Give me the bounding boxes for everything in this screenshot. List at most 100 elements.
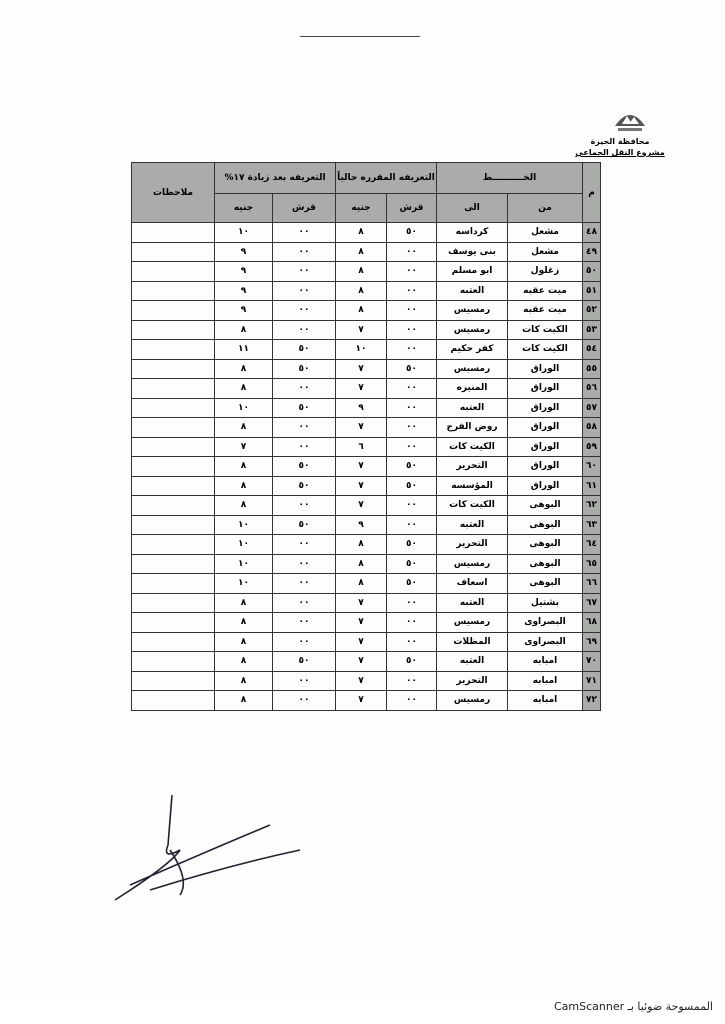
line-from: مشعل	[507, 222, 583, 243]
scan-edge-line	[300, 36, 420, 37]
new-pound: ٨	[214, 631, 273, 652]
row-number: ٥٣	[582, 319, 601, 340]
line-from: امبابه	[507, 670, 583, 691]
row-number: ٥٢	[582, 300, 601, 321]
table-row: ٤٩ مشعل بنى يوسف ٠٠ ٨ ٠٠ ٩	[131, 241, 601, 262]
table-row: ٦٢ البوهى الكيت كات ٠٠ ٧ ٠٠ ٨	[131, 495, 601, 516]
table-row: ٥٩ الوراق الكيت كات ٠٠ ٦ ٠٠ ٧	[131, 436, 601, 457]
line-to: رمسيس	[436, 612, 508, 633]
notes-cell	[131, 495, 215, 516]
line-to: العتبه	[436, 397, 508, 418]
signature	[114, 794, 301, 901]
line-to: التحرير	[436, 534, 508, 555]
current-piaster: ٥٠	[386, 456, 437, 477]
row-number: ٥٤	[582, 339, 601, 360]
current-pound: ٧	[335, 378, 387, 399]
new-piaster: ٥٠	[272, 456, 336, 477]
row-number: ٧٢	[582, 690, 601, 711]
line-to: العتبه	[436, 651, 508, 672]
notes-cell	[131, 690, 215, 711]
line-to: العتبه	[436, 592, 508, 613]
current-piaster: ٠٠	[386, 612, 437, 633]
row-number: ٤٨	[582, 222, 601, 243]
current-pound: ٧	[335, 495, 387, 516]
current-piaster: ٠٠	[386, 378, 437, 399]
current-pound: ٨	[335, 222, 387, 243]
current-piaster: ٠٠	[386, 631, 437, 652]
fare-table: م الخــــــــــط التعريفه المقرره حالياً…	[131, 162, 601, 711]
table-row: ٥٢ ميت عقبه رمسيس ٠٠ ٨ ٠٠ ٩	[131, 300, 601, 321]
line-from: امبابه	[507, 690, 583, 711]
current-piaster: ٠٠	[386, 417, 437, 438]
new-pound: ١١	[214, 339, 273, 360]
row-number: ٥٥	[582, 358, 601, 379]
current-piaster: ٠٠	[386, 592, 437, 613]
notes-cell	[131, 670, 215, 691]
table-row: ٥٥ الوراق رمسيس ٥٠ ٧ ٥٠ ٨	[131, 358, 601, 379]
new-piaster: ٠٠	[272, 534, 336, 555]
new-piaster: ٠٠	[272, 670, 336, 691]
header-new-pound: جنيه	[214, 193, 273, 223]
row-number: ٦٦	[582, 573, 601, 594]
line-from: البوهى	[507, 573, 583, 594]
table-row: ٧٠ امبابه العتبه ٥٠ ٧ ٥٠ ٨	[131, 651, 601, 672]
notes-cell	[131, 417, 215, 438]
table-row: ٦٧ بشتيل العتبه ٠٠ ٧ ٠٠ ٨	[131, 592, 601, 613]
row-number: ٦٤	[582, 534, 601, 555]
line-from: الوراق	[507, 436, 583, 457]
row-number: ٦١	[582, 475, 601, 496]
line-to: الكيت كات	[436, 495, 508, 516]
new-pound: ٨	[214, 690, 273, 711]
new-pound: ٩	[214, 261, 273, 282]
line-to: اسعاف	[436, 573, 508, 594]
line-to: المؤسسه	[436, 475, 508, 496]
line-from: الكيت كات	[507, 339, 583, 360]
row-number: ٥٦	[582, 378, 601, 399]
notes-cell	[131, 280, 215, 301]
new-piaster: ٠٠	[272, 241, 336, 262]
new-piaster: ٥٠	[272, 514, 336, 535]
line-from: الوراق	[507, 456, 583, 477]
notes-cell	[131, 436, 215, 457]
line-from: البوهى	[507, 553, 583, 574]
current-pound: ٨	[335, 280, 387, 301]
new-piaster: ٠٠	[272, 690, 336, 711]
new-piaster: ٠٠	[272, 553, 336, 574]
table-row: ٦١ الوراق المؤسسه ٥٠ ٧ ٥٠ ٨	[131, 475, 601, 496]
current-pound: ٧	[335, 417, 387, 438]
current-pound: ٨	[335, 553, 387, 574]
new-piaster: ٥٠	[272, 397, 336, 418]
line-from: امبابه	[507, 651, 583, 672]
notes-cell	[131, 241, 215, 262]
new-pound: ١٠	[214, 553, 273, 574]
notes-cell	[131, 261, 215, 282]
table-row: ٦٥ البوهى رمسيس ٥٠ ٨ ٠٠ ١٠	[131, 553, 601, 574]
project-name: مشروع النقل الجماعي	[575, 148, 665, 157]
line-from: ميت عقبه	[507, 300, 583, 321]
row-number: ٦٢	[582, 495, 601, 516]
new-pound: ٧	[214, 436, 273, 457]
camscanner-watermark: الممسوحة ضوئيا بـ CamScanner	[553, 1000, 713, 1013]
line-from: البوهى	[507, 495, 583, 516]
current-pound: ٨	[335, 534, 387, 555]
current-piaster: ٠٠	[386, 319, 437, 340]
header-current-pound: جنيه	[335, 193, 387, 223]
line-to: العتبه	[436, 280, 508, 301]
current-piaster: ٥٠	[386, 222, 437, 243]
line-from: البوهى	[507, 514, 583, 535]
current-pound: ٧	[335, 651, 387, 672]
current-pound: ٩	[335, 397, 387, 418]
table-row: ٥٨ الوراق روض الفرج ٠٠ ٧ ٠٠ ٨	[131, 417, 601, 438]
new-pound: ١٠	[214, 514, 273, 535]
notes-cell	[131, 553, 215, 574]
giza-governorate-logo-icon	[615, 115, 645, 131]
new-pound: ٨	[214, 378, 273, 399]
notes-cell	[131, 631, 215, 652]
line-from: بشتيل	[507, 592, 583, 613]
line-to: رمسيس	[436, 690, 508, 711]
line-to: العتبه	[436, 514, 508, 535]
line-from: البصراوى	[507, 631, 583, 652]
current-pound: ٧	[335, 475, 387, 496]
new-pound: ١٠	[214, 222, 273, 243]
table-row: ٧٢ امبابه رمسيس ٠٠ ٧ ٠٠ ٨	[131, 690, 601, 711]
